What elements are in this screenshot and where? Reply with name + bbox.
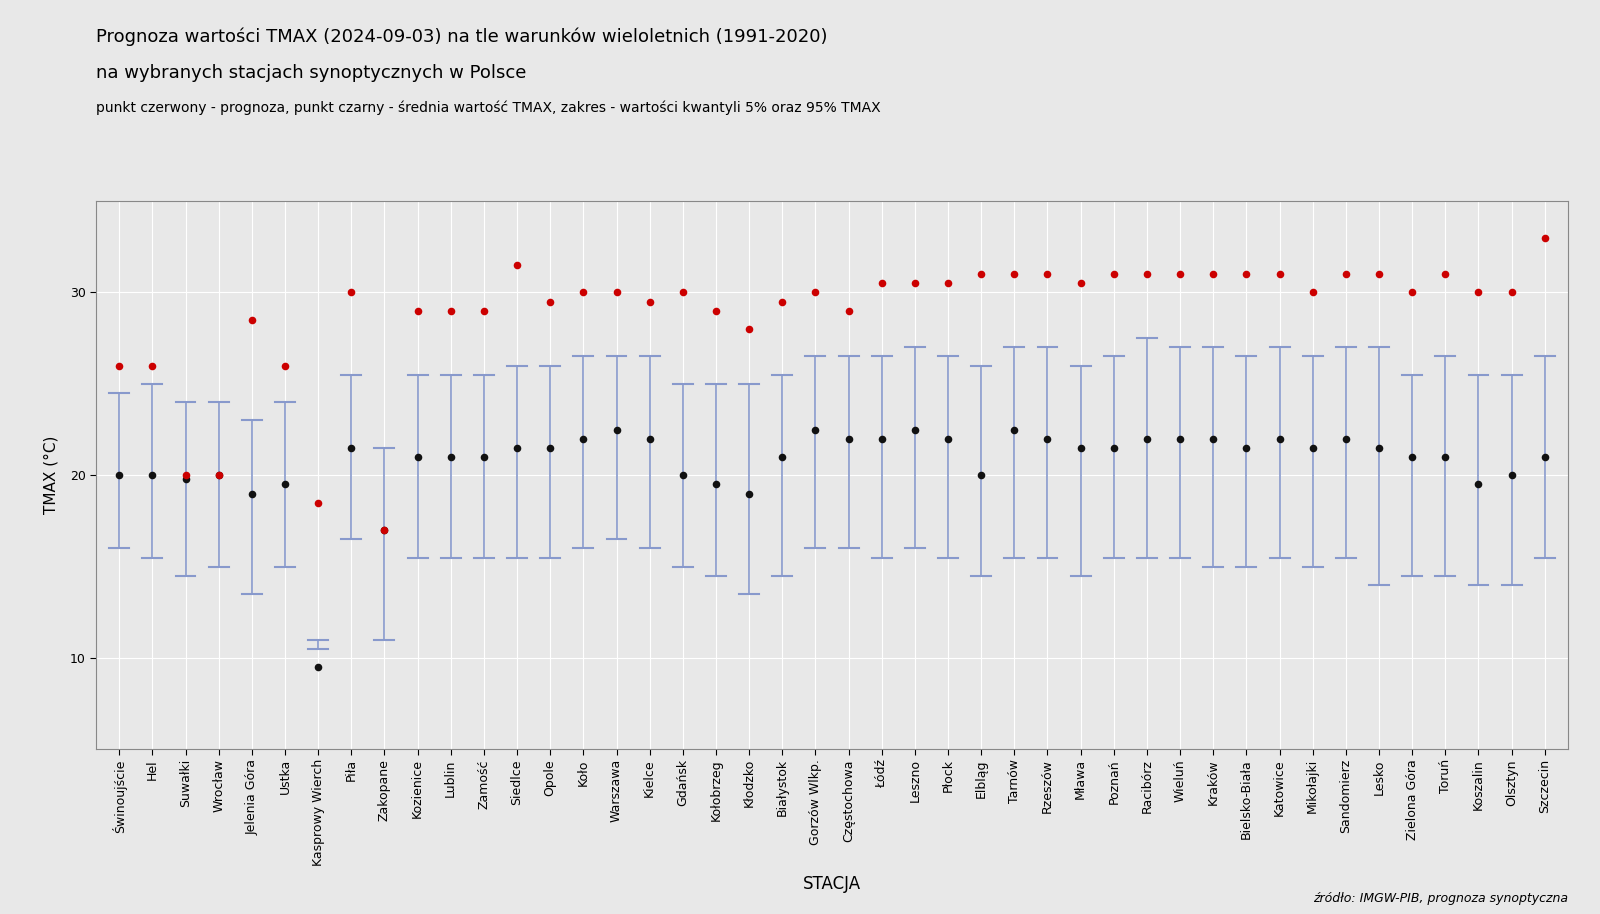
X-axis label: STACJA: STACJA	[803, 875, 861, 893]
Text: Prognoza wartości TMAX (2024-09-03) na tle warunków wieloletnich (1991-2020): Prognoza wartości TMAX (2024-09-03) na t…	[96, 27, 827, 46]
Point	[1234, 441, 1259, 455]
Point	[803, 285, 829, 300]
Point	[1002, 422, 1027, 437]
Point	[339, 441, 365, 455]
Point	[173, 472, 198, 486]
Text: punkt czerwony - prognoza, punkt czarny - średnia wartość TMAX, zakres - wartośc: punkt czerwony - prognoza, punkt czarny …	[96, 101, 880, 115]
Point	[702, 477, 728, 492]
Point	[371, 523, 397, 537]
Point	[1101, 267, 1126, 282]
Point	[470, 450, 496, 464]
Point	[1002, 267, 1027, 282]
Point	[770, 294, 795, 309]
Point	[1134, 267, 1160, 282]
Point	[371, 523, 397, 537]
Point	[702, 303, 728, 318]
Point	[637, 294, 662, 309]
Point	[1035, 267, 1061, 282]
Point	[238, 313, 264, 327]
Point	[139, 358, 165, 373]
Point	[1299, 441, 1325, 455]
Point	[1366, 441, 1392, 455]
Point	[1466, 285, 1491, 300]
Point	[438, 303, 464, 318]
Point	[835, 431, 861, 446]
Point	[405, 450, 430, 464]
Point	[968, 468, 994, 483]
Point	[1366, 267, 1392, 282]
Point	[1299, 285, 1325, 300]
Point	[306, 495, 331, 510]
Point	[1134, 431, 1160, 446]
Point	[1400, 285, 1426, 300]
Text: źródło: IMGW-PIB, prognoza synoptyczna: źródło: IMGW-PIB, prognoza synoptyczna	[1314, 892, 1568, 905]
Point	[1067, 441, 1093, 455]
Point	[1168, 267, 1194, 282]
Point	[538, 294, 563, 309]
Point	[835, 303, 861, 318]
Y-axis label: TMAX (°C): TMAX (°C)	[43, 436, 59, 515]
Point	[1531, 230, 1557, 245]
Point	[1035, 431, 1061, 446]
Point	[1101, 441, 1126, 455]
Point	[1333, 267, 1358, 282]
Point	[603, 422, 629, 437]
Point	[803, 422, 829, 437]
Point	[139, 468, 165, 483]
Point	[902, 422, 928, 437]
Point	[1067, 276, 1093, 291]
Point	[206, 468, 232, 483]
Point	[238, 486, 264, 501]
Point	[936, 276, 962, 291]
Point	[538, 441, 563, 455]
Point	[107, 358, 133, 373]
Point	[1499, 468, 1525, 483]
Point	[1200, 431, 1226, 446]
Point	[736, 486, 762, 501]
Point	[272, 358, 298, 373]
Point	[339, 285, 365, 300]
Point	[107, 468, 133, 483]
Point	[603, 285, 629, 300]
Point	[902, 276, 928, 291]
Point	[504, 441, 530, 455]
Point	[438, 450, 464, 464]
Point	[637, 431, 662, 446]
Point	[1432, 267, 1458, 282]
Text: na wybranych stacjach synoptycznych w Polsce: na wybranych stacjach synoptycznych w Po…	[96, 64, 526, 82]
Point	[1531, 450, 1557, 464]
Point	[1234, 267, 1259, 282]
Point	[470, 303, 496, 318]
Point	[272, 477, 298, 492]
Point	[869, 431, 894, 446]
Point	[670, 285, 696, 300]
Point	[670, 468, 696, 483]
Point	[1432, 450, 1458, 464]
Point	[173, 468, 198, 483]
Point	[1200, 267, 1226, 282]
Point	[1333, 431, 1358, 446]
Point	[936, 431, 962, 446]
Point	[1499, 285, 1525, 300]
Point	[736, 322, 762, 336]
Point	[571, 285, 597, 300]
Point	[1168, 431, 1194, 446]
Point	[405, 303, 430, 318]
Point	[1267, 267, 1293, 282]
Point	[1267, 431, 1293, 446]
Point	[306, 660, 331, 675]
Point	[504, 258, 530, 272]
Point	[571, 431, 597, 446]
Point	[1466, 477, 1491, 492]
Point	[770, 450, 795, 464]
Point	[869, 276, 894, 291]
Point	[206, 468, 232, 483]
Point	[968, 267, 994, 282]
Point	[1400, 450, 1426, 464]
